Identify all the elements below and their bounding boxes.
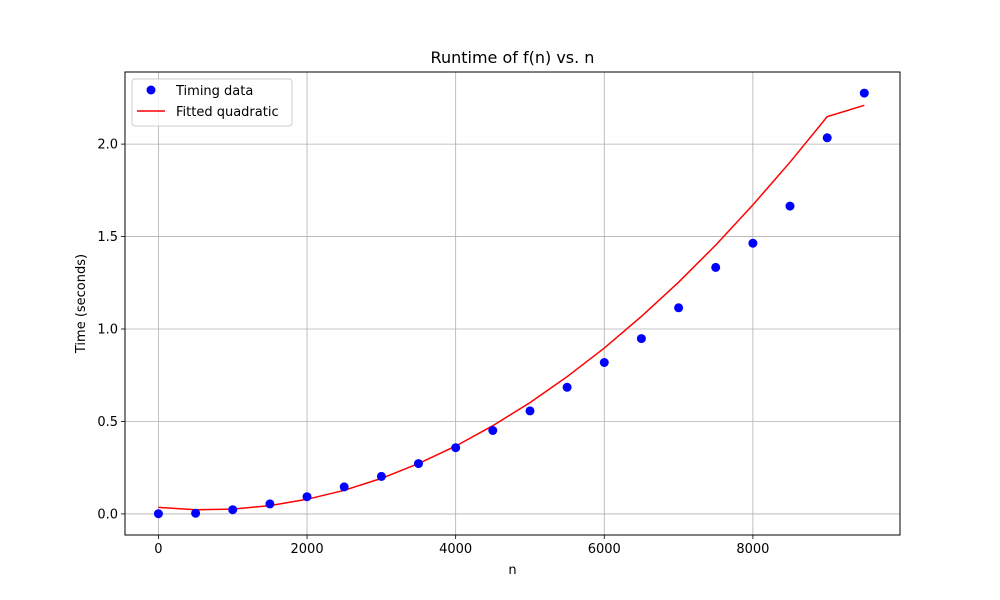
timing-data-point (748, 238, 758, 248)
y-tick-label: 1.5 (97, 230, 118, 245)
plot-frame (124, 71, 901, 536)
x-tick-label: 0 (154, 542, 162, 557)
y-tick-label: 0.5 (97, 415, 118, 430)
timing-data-point (451, 443, 461, 453)
timing-data-point (302, 492, 312, 502)
y-tick-label: 1.0 (97, 323, 118, 338)
timing-data-point (191, 508, 201, 518)
timing-data-point (562, 382, 572, 392)
x-tick-label: 4000 (439, 542, 472, 557)
timing-data-point (599, 358, 609, 367)
axis-ticks: 0 2000 4000 6000 8000 0.0 0.5 1.0 1.5 2.0 (97, 138, 769, 557)
x-tick-label: 6000 (588, 542, 621, 557)
legend-marker-timing-data (146, 85, 156, 95)
chart-title: Runtime of f(n) vs. n (431, 48, 595, 67)
x-axis-label: n (508, 563, 516, 578)
plot-data (153, 88, 869, 519)
y-tick-label: 0.0 (97, 507, 118, 522)
timing-data-point (636, 334, 646, 344)
x-tick-label: 2000 (291, 542, 324, 557)
legend-label-fitted-quadratic: Fitted quadratic (176, 105, 279, 120)
legend: Timing data Fitted quadratic (131, 78, 293, 127)
legend-label-timing-data: Timing data (175, 84, 253, 99)
timing-data-point (153, 509, 163, 519)
y-axis-label: Time (seconds) (74, 254, 89, 354)
timing-data-point (525, 406, 535, 416)
timing-data-point (339, 482, 349, 492)
timing-data-point (785, 201, 795, 211)
timing-data-point (822, 133, 832, 143)
legend-box (131, 78, 293, 127)
timing-data-point (711, 262, 721, 272)
timing-data-point (376, 471, 386, 481)
timing-data-point (265, 499, 275, 509)
timing-data-point (488, 426, 498, 435)
timing-data-point (859, 88, 869, 98)
timing-data-point (414, 459, 423, 469)
timing-data-point (228, 505, 238, 515)
fitted-quadratic-line (158, 104, 865, 511)
grid-lines (125, 72, 900, 535)
x-tick-label: 8000 (736, 542, 769, 557)
y-tick-label: 2.0 (97, 138, 118, 153)
timing-data-point (674, 303, 684, 313)
